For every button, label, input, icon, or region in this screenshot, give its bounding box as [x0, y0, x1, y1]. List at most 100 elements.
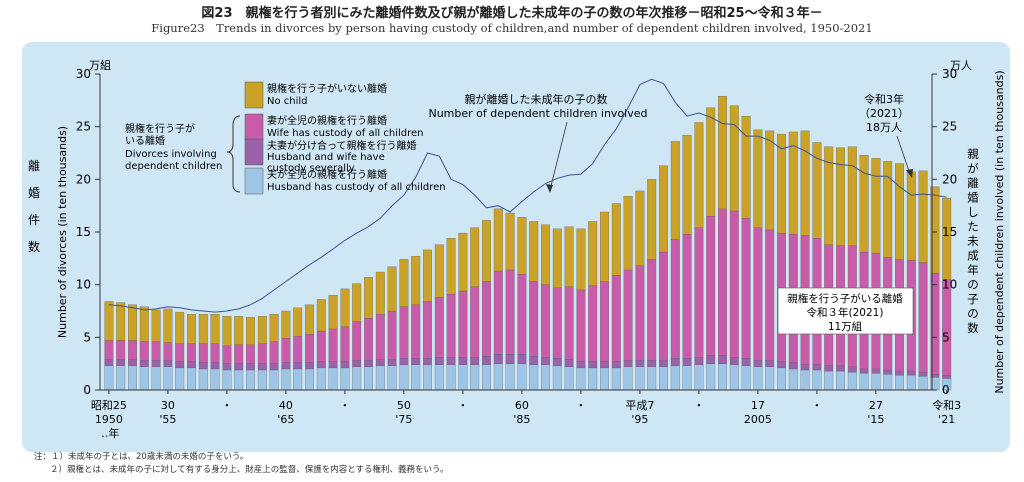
x-tick-label-jp: 60	[515, 399, 529, 412]
bar-wife-1971	[352, 321, 362, 361]
line-annotation-en: Number of dependent children involved	[428, 107, 647, 120]
bar-wife-1956	[175, 343, 185, 362]
bar-wife-1986	[529, 281, 539, 357]
footnotes: 注：１）未成年の子とは、20歳未満の未婚の子をいう。 ２）親権とは、未成年の子に…	[34, 451, 449, 477]
bar-both-2009	[800, 364, 810, 371]
bar-both-1961	[234, 363, 244, 371]
bar-no_child-2015	[871, 158, 881, 254]
y-label-right-jp-char: の	[967, 278, 979, 292]
bar-husband-2006	[765, 366, 775, 391]
bar-both-1979	[446, 357, 456, 365]
bar-both-1994	[623, 360, 633, 367]
bar-both-1990	[576, 361, 586, 369]
bar-wife-2001	[706, 216, 716, 356]
bar-husband-1994	[623, 366, 633, 391]
chart-panel	[22, 42, 1010, 452]
bar-wife-1965	[281, 338, 291, 363]
legend-label-en-both-2: custody severally	[267, 163, 355, 174]
legend-label-en-husband: Husband has custody of all children	[267, 182, 446, 193]
bar-wife-1967	[305, 334, 314, 363]
bar-wife-1970	[340, 326, 350, 362]
bar-both-1995	[635, 360, 645, 367]
y-tick-right-label: 25	[942, 120, 957, 134]
bar-both-2018	[906, 370, 916, 376]
chart-title-jp: 図23 親権を行う者別にみた離婚件数及び親が離婚した未成年の子の数の年次推移－昭…	[201, 6, 823, 21]
bar-husband-1954	[151, 366, 161, 391]
bar-both-2003	[729, 357, 739, 365]
bar-wife-1973	[375, 314, 385, 360]
footnote-2: ２）親権とは、未成年の子に対して有する身分上、財産上の監督、保護を内容とする権利…	[50, 465, 449, 475]
bar-husband-1999	[682, 365, 692, 391]
bar-no_child-2014	[859, 154, 869, 253]
bar-both-1969	[328, 361, 338, 369]
bar-no_child-1966	[293, 307, 303, 337]
bar-both-1953	[139, 360, 149, 367]
bar-wife-1976	[411, 304, 421, 359]
bar-both-2000	[694, 357, 704, 365]
x-tick-label-en: '85	[513, 413, 530, 426]
bar-husband-2008	[788, 368, 798, 391]
bar-wife-1966	[293, 336, 303, 363]
bar-wife-1992	[600, 281, 609, 362]
x-tick-label-jp: 27	[869, 399, 883, 412]
bar-both-1962	[246, 363, 255, 371]
bar-husband-1961	[234, 369, 244, 391]
bar-both-1965	[281, 362, 291, 370]
bar-wife-1979	[446, 293, 456, 358]
bar-husband-2016	[883, 374, 893, 391]
bar-no_child-1983	[493, 208, 503, 272]
bar-no_child-2000	[694, 122, 704, 228]
legend-label-jp-no_child: 親権を行う子がいない離婚	[267, 82, 387, 95]
bar-both-2010	[812, 364, 822, 371]
bar-both-2017	[895, 370, 904, 376]
bar-no_child-1951	[116, 302, 126, 341]
bar-both-1978	[434, 357, 444, 365]
y-label-right-jp-char: た	[967, 220, 979, 234]
y-label-right-jp-char: 未	[967, 234, 979, 248]
bar-no_child-1991	[588, 221, 598, 286]
bar-husband-2012	[836, 370, 845, 391]
bar-no_child-1959	[210, 314, 220, 344]
legend-label-jp-both: 夫妻が分け合って親権を行う離婚	[267, 139, 417, 152]
bar-wife-1957	[187, 343, 196, 362]
legend-label-en-both: Husband and wife have	[267, 152, 385, 163]
bar-both-2002	[718, 355, 727, 364]
x-tick-label-jp: ・	[575, 399, 586, 412]
bar-husband-2002	[718, 363, 727, 391]
bar-no_child-1994	[623, 196, 633, 271]
bar-both-2008	[788, 362, 798, 370]
bar-no_child-2009	[800, 130, 810, 236]
bar-no_child-1963	[257, 316, 267, 344]
bar-both-1981	[470, 357, 480, 365]
bar-wife-1994	[623, 269, 633, 361]
y-tick-right-label: 5	[942, 330, 950, 344]
bar-husband-1984	[505, 363, 515, 391]
bar-wife-2002	[718, 208, 727, 356]
bar-no_child-1961	[234, 316, 244, 345]
latest-children-arrowhead	[906, 169, 913, 178]
bar-wife-1978	[434, 297, 444, 358]
bar-husband-2004	[741, 365, 751, 391]
bar-wife-1972	[364, 318, 373, 361]
bar-no_child-2004	[741, 115, 751, 219]
bar-wife-2004	[741, 218, 751, 359]
bar-wife-1960	[222, 345, 232, 364]
bar-both-1966	[293, 362, 303, 370]
y-tick-right-label: 0	[942, 383, 950, 397]
bar-both-1989	[564, 359, 574, 367]
x-tick-label-jp: ・	[339, 399, 350, 412]
x-tick-label-en: '75	[395, 413, 412, 426]
bar-no_child-2016	[883, 161, 893, 258]
left-unit-label: 万組	[89, 59, 111, 72]
bar-husband-2009	[800, 369, 810, 391]
bar-wife-1952	[128, 340, 137, 360]
x-tick-label-jp: 40	[279, 399, 293, 412]
y-label-right-jp-char: 婚	[967, 191, 979, 205]
y-label-right-jp-char: し	[967, 205, 979, 219]
bar-no_child-1984	[505, 212, 515, 271]
bar-no_child-1950	[104, 301, 114, 341]
bar-both-1998	[670, 358, 680, 366]
bar-both-1970	[340, 361, 350, 369]
bar-no_child-1982	[482, 220, 491, 282]
x-tick-label-jp: 50	[397, 399, 411, 412]
